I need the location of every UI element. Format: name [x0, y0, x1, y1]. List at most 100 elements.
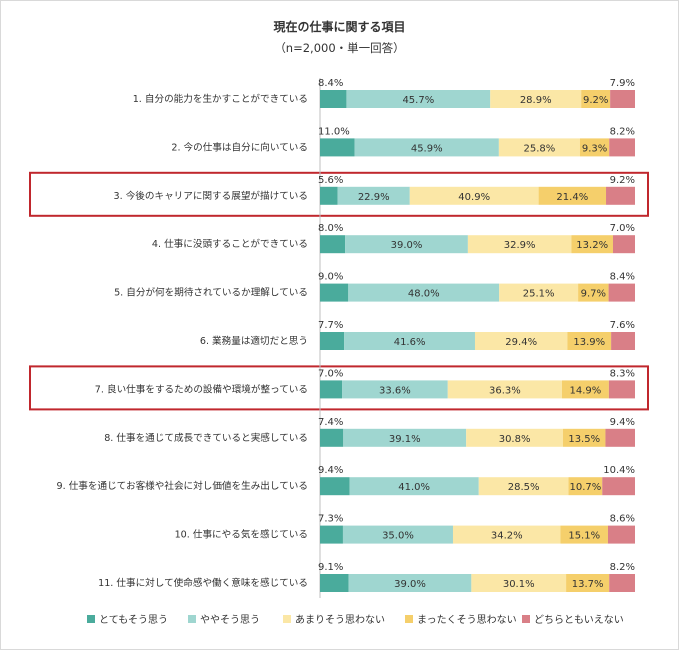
bar-segment [563, 428, 606, 447]
data-label: 9.1% [318, 562, 343, 573]
category-label: 11. 仕事に対して使命感や働く意味を感じている [98, 577, 308, 589]
data-label: 9.0% [318, 272, 343, 283]
bar-segment [320, 90, 347, 108]
data-label: 9.7% [581, 289, 606, 300]
category-label: 3. 今後のキャリアに関する展望が描けている [114, 190, 308, 202]
legend-label: とてもそう思う [99, 614, 168, 626]
data-label: 25.8% [524, 143, 556, 154]
bar-segment [578, 283, 609, 302]
data-label: 7.3% [318, 514, 343, 525]
highlight-box [29, 365, 649, 411]
category-label: 10. 仕事にやる気を感じている [175, 529, 308, 541]
bar-segment [471, 574, 567, 592]
legend-label: あまりそう思わない [295, 614, 385, 626]
bar-segment [466, 428, 564, 447]
data-label: 8.0% [318, 223, 343, 234]
data-label: 7.7% [318, 320, 343, 331]
data-label: 9.4% [610, 417, 635, 428]
data-label: 13.9% [573, 337, 605, 348]
legend-label: ややそう思う [200, 614, 260, 626]
bar-segment [467, 235, 572, 254]
bar-segment [348, 283, 500, 302]
data-label: 9.4% [318, 465, 343, 476]
data-label: 36.3% [489, 385, 521, 396]
data-label: 39.0% [391, 240, 423, 251]
bar-segment [342, 380, 448, 399]
data-label: 8.2% [610, 126, 635, 137]
bar-segment [607, 525, 635, 544]
data-label: 9.2% [583, 95, 608, 106]
data-label: 39.0% [394, 579, 426, 590]
data-label: 34.2% [491, 531, 523, 542]
data-label: 8.3% [610, 368, 635, 379]
bar-segment [337, 186, 410, 205]
data-label: 30.1% [503, 579, 535, 590]
data-label: 5.6% [318, 175, 343, 186]
bar-segment [581, 90, 611, 108]
bar-segment [499, 283, 579, 302]
data-label: 30.8% [499, 434, 531, 445]
data-label: 7.4% [318, 417, 343, 428]
category-label: 2. 今の仕事は自分に向いている [171, 141, 308, 153]
bar-segment [567, 332, 612, 350]
bar-segment [409, 186, 539, 205]
data-label: 8.4% [318, 78, 343, 89]
data-label: 33.6% [379, 385, 411, 396]
bar-segment [447, 380, 562, 399]
data-label: 45.7% [402, 95, 434, 106]
bar-segment [560, 525, 608, 544]
bar-segment [609, 574, 635, 592]
chart-subtitle: （n=2,000・単一回答） [274, 41, 405, 55]
data-label: 40.9% [458, 192, 490, 203]
bar-segment [608, 283, 635, 302]
data-label: 10.7% [569, 482, 601, 493]
bar-segment [566, 574, 610, 592]
highlight-box [29, 171, 649, 217]
legend-swatch [188, 615, 196, 623]
bar-segment [343, 428, 467, 447]
data-label: 35.0% [382, 531, 414, 542]
bar-segment [605, 428, 635, 447]
data-label: 28.9% [520, 95, 552, 106]
data-label: 7.0% [610, 223, 635, 234]
data-label: 48.0% [408, 289, 440, 300]
bar-segment [474, 332, 568, 350]
data-label: 14.9% [570, 385, 602, 396]
bar-segment [320, 525, 343, 544]
data-label: 13.7% [572, 579, 604, 590]
data-label: 25.1% [523, 289, 555, 300]
chart-title: 現在の仕事に関する項目 [273, 20, 406, 34]
data-label: 11.0% [318, 126, 350, 137]
category-label: 9. 仕事を通じてお客様や社会に対し価値を生み出している [57, 480, 308, 492]
category-label: 7. 良い仕事をするための設備や環境が整っている [95, 383, 308, 395]
category-label: 4. 仕事に没頭することができている [152, 238, 308, 250]
bar-segment [344, 332, 475, 350]
legend-label: まったくそう思わない [417, 614, 517, 626]
bar-segment [320, 380, 343, 399]
legend-swatch [87, 615, 95, 623]
data-label: 7.9% [610, 78, 635, 89]
bar-segment [348, 574, 472, 592]
bar-segment [320, 138, 355, 157]
bar-segment [346, 90, 491, 108]
bar-segment [571, 235, 613, 254]
data-label: 41.0% [398, 482, 430, 493]
data-label: 29.4% [505, 337, 537, 348]
bar-segment [342, 525, 453, 544]
category-label: 1. 自分の能力を生かすことができている [133, 93, 308, 105]
data-label: 28.5% [508, 482, 540, 493]
data-label: 10.4% [603, 465, 635, 476]
data-label: 8.2% [610, 562, 635, 573]
data-label: 39.1% [389, 434, 421, 445]
bar-segment [452, 525, 561, 544]
data-label: 7.6% [610, 320, 635, 331]
bar-segment [478, 477, 569, 496]
bar-segment [320, 235, 346, 254]
bar-segment [498, 138, 580, 157]
bar-segment [320, 283, 349, 302]
bar-segment [320, 574, 349, 592]
bar-segment [561, 380, 609, 399]
data-label: 13.5% [568, 434, 600, 445]
bar-segment [568, 477, 603, 496]
